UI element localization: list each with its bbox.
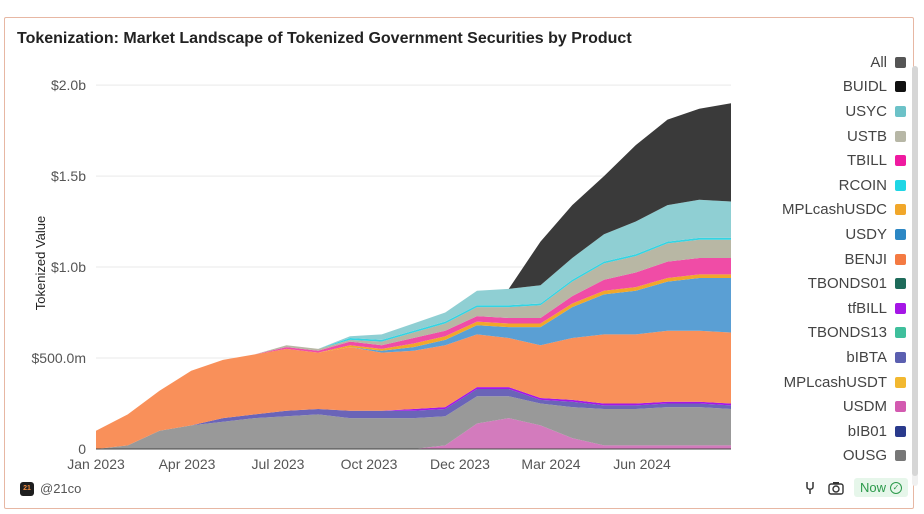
legend-label: USDM (842, 398, 887, 416)
series-area-usyc (96, 199, 731, 431)
legend-label: RCOIN (838, 176, 887, 194)
legend-swatch (895, 450, 906, 462)
legend-scrollbar[interactable] (912, 66, 918, 476)
series-area-ousg (96, 396, 731, 449)
series-area-usdm (96, 418, 731, 449)
legend-item-bibta[interactable]: bIBTA (736, 345, 906, 370)
legend-swatch (895, 130, 906, 142)
legend-label: TBILL (846, 152, 887, 170)
x-tick-label: Mar 2024 (521, 456, 580, 472)
legend-label: bIB01 (847, 422, 887, 440)
x-tick-label: Jul 2023 (252, 456, 305, 472)
legend-label: TBONDS13 (807, 324, 887, 342)
legend-swatch (895, 425, 906, 437)
y-axis-label: Tokenized Value (33, 216, 48, 310)
y-tick-label: $500.0m (32, 350, 86, 366)
legend-swatch (895, 376, 906, 388)
series-area-benji (96, 330, 731, 449)
legend-item-ousg[interactable]: OUSG (736, 444, 906, 469)
legend-item-buidl[interactable]: BUIDL (736, 75, 906, 100)
legend-label: BENJI (844, 250, 887, 268)
x-tick-label: Jan 2023 (67, 456, 125, 472)
legend-swatch (895, 56, 906, 68)
x-tick-label: Oct 2023 (341, 456, 398, 472)
legend-label: TBONDS01 (807, 275, 887, 293)
legend-item-rcoin[interactable]: RCOIN (736, 173, 906, 198)
legend-swatch (895, 105, 906, 117)
source-label: @21co (40, 481, 82, 496)
legend-label: BUIDL (842, 78, 887, 96)
legend-label: All (870, 53, 887, 71)
y-tick-label: $1.0b (51, 259, 86, 275)
21co-logo: 21 (20, 481, 34, 496)
legend-swatch (895, 253, 906, 265)
legend-item-usdm[interactable]: USDM (736, 394, 906, 419)
legend-swatch (895, 327, 906, 339)
legend-item-tbonds13[interactable]: TBONDS13 (736, 321, 906, 346)
legend-swatch (895, 401, 906, 413)
legend-label: USDY (845, 225, 887, 243)
legend-swatch (895, 81, 906, 93)
legend-swatch (895, 278, 906, 290)
refresh-status-badge[interactable]: Now ✓ (853, 478, 908, 497)
legend-label: USYC (845, 102, 887, 120)
legend-label: tfBILL (847, 299, 887, 317)
fork-icon[interactable] (802, 480, 818, 496)
camera-icon[interactable] (828, 480, 844, 496)
legend-item-bib01[interactable]: bIB01 (736, 419, 906, 444)
legend-item-tfbill[interactable]: tfBILL (736, 296, 906, 321)
x-tick-label: Apr 2023 (159, 456, 216, 472)
legend-label: USTB (846, 127, 887, 145)
legend-swatch (895, 351, 906, 363)
legend-swatch (895, 302, 906, 314)
legend-label: MPLcashUSDC (781, 201, 887, 219)
source-attribution[interactable]: 21 @21co (20, 481, 81, 496)
legend-swatch (895, 155, 906, 167)
legend-label: OUSG (842, 447, 887, 465)
legend-swatch (895, 228, 906, 240)
check-icon: ✓ (890, 481, 902, 494)
legend-swatch (895, 179, 906, 191)
x-tick-label: Jun 2024 (613, 456, 671, 472)
chart-toolbar: Now ✓ (802, 478, 908, 497)
series-area-ustb (96, 239, 731, 431)
chart-legend: All BUIDL USYC USTB TBILL RCOIN MPLcashUSDC USD… (736, 50, 906, 470)
series-area-buidl (96, 103, 731, 431)
series-area-usdy (96, 277, 731, 431)
legend-item-ustb[interactable]: USTB (736, 124, 906, 149)
series-area-bibta (96, 388, 731, 449)
legend-item-all[interactable]: All (736, 50, 906, 75)
y-tick-label: $1.5b (51, 168, 86, 184)
x-tick-label: Dec 2023 (430, 456, 490, 472)
legend-item-mplcashusdc[interactable]: MPLcashUSDC (736, 198, 906, 223)
legend-swatch (895, 204, 906, 216)
status-label: Now (859, 480, 886, 495)
legend-label: bIBTA (846, 348, 887, 366)
legend-item-usyc[interactable]: USYC (736, 99, 906, 124)
y-tick-label: 0 (78, 441, 86, 457)
y-tick-label: $2.0b (51, 77, 86, 93)
chart-title: Tokenization: Market Landscape of Tokeni… (17, 30, 632, 47)
legend-item-tbonds01[interactable]: TBONDS01 (736, 271, 906, 296)
legend-item-usdy[interactable]: USDY (736, 222, 906, 247)
legend-label: MPLcashUSDT (783, 373, 887, 391)
legend-item-tbill[interactable]: TBILL (736, 148, 906, 173)
series-area-tbill (96, 257, 731, 431)
legend-item-mplcashusdt[interactable]: MPLcashUSDT (736, 370, 906, 395)
legend-item-benji[interactable]: BENJI (736, 247, 906, 272)
